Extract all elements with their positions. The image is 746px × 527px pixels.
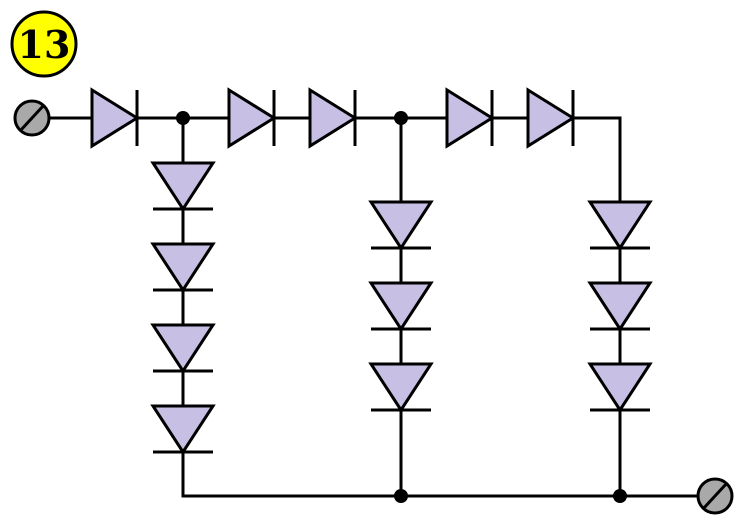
- diode: [227, 87, 277, 149]
- diode: [368, 362, 434, 413]
- diode: [150, 404, 216, 455]
- diode: [526, 87, 576, 149]
- junction-dot: [394, 489, 408, 503]
- diode: [368, 200, 434, 251]
- diode-triangle: [587, 200, 653, 251]
- junction-dot: [176, 111, 190, 125]
- junctions: [176, 111, 627, 503]
- diode-triangle: [368, 362, 434, 413]
- diode-triangle: [90, 87, 140, 149]
- badge-number: 13: [18, 22, 71, 67]
- diode: [587, 362, 653, 413]
- diode: [445, 87, 495, 149]
- number-badge: 13: [10, 10, 78, 78]
- terminal-slash: [701, 481, 729, 511]
- diodes: [90, 87, 653, 455]
- junction-dot: [613, 489, 627, 503]
- diode-triangle: [368, 281, 434, 332]
- diode: [587, 200, 653, 251]
- diode: [90, 87, 140, 149]
- diode-triangle: [368, 200, 434, 251]
- diode: [368, 281, 434, 332]
- terminal-slash: [18, 103, 46, 133]
- badge-circle: [10, 10, 78, 78]
- wires: [48, 116, 702, 498]
- input-terminal: [13, 99, 51, 137]
- diode-triangle: [150, 242, 216, 293]
- diode-triangle: [308, 87, 358, 149]
- diode-triangle: [445, 87, 495, 149]
- diode: [308, 87, 358, 149]
- junction-dot: [394, 111, 408, 125]
- diode-triangle: [526, 87, 576, 149]
- output-terminal: [696, 477, 734, 515]
- diode-triangle: [587, 362, 653, 413]
- diode: [587, 281, 653, 332]
- diode: [150, 323, 216, 374]
- diode-triangle: [150, 404, 216, 455]
- diode: [150, 242, 216, 293]
- diode-triangle: [150, 161, 216, 212]
- diode-triangle: [150, 323, 216, 374]
- diode-triangle: [587, 281, 653, 332]
- diode: [150, 161, 216, 212]
- diode-triangle: [227, 87, 277, 149]
